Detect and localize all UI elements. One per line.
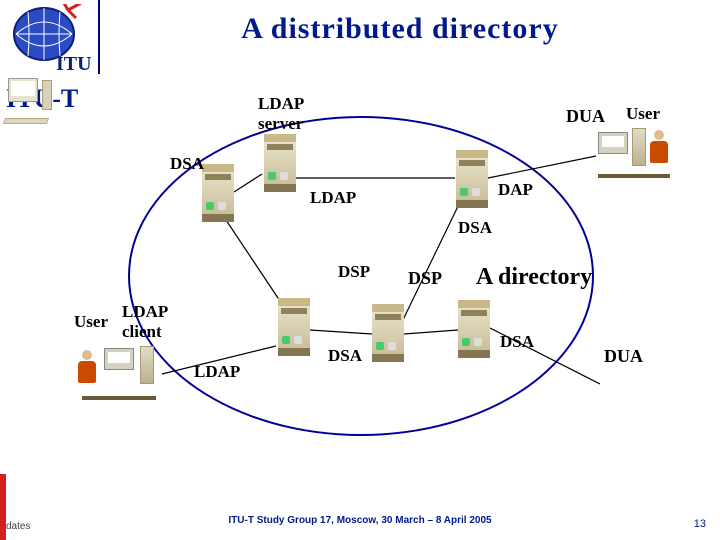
dsp-label: DSP — [408, 268, 442, 289]
ldap-client-label: LDAP client — [122, 302, 168, 342]
dsp-label: DSP — [338, 262, 370, 282]
user-at-desk-icon — [598, 122, 676, 178]
dua-computer-icon — [0, 78, 50, 124]
dsa-label: DSA — [170, 154, 204, 174]
svg-text:ITU: ITU — [56, 53, 92, 74]
ldap-label: LDAP — [310, 188, 356, 208]
diagram: LDAP server DUA User DSA LDAP DAP DSA DS… — [0, 78, 720, 498]
slide: ITU A distributed directory ITU-T — [0, 0, 720, 540]
dua-label: DUA — [566, 106, 605, 127]
itu-logo: ITU — [6, 4, 96, 74]
dua-label: DUA — [604, 346, 643, 367]
a-directory-label: A directory — [476, 264, 592, 291]
dsa-label: DSA — [328, 346, 362, 366]
server-icon — [202, 164, 234, 222]
footer-text: ITU-T Study Group 17, Moscow, 30 March –… — [0, 515, 720, 526]
slide-title: A distributed directory — [100, 12, 700, 46]
text: server — [258, 114, 304, 134]
user-label: User — [626, 104, 660, 124]
text: LDAP — [258, 94, 304, 114]
server-icon — [456, 150, 488, 208]
red-strip — [0, 474, 6, 540]
server-icon — [278, 298, 310, 356]
ldap-server-label: LDAP server — [258, 94, 304, 134]
dap-label: DAP — [498, 180, 533, 200]
dsa-label: DSA — [500, 332, 534, 352]
user-label: User — [74, 312, 108, 332]
server-icon — [372, 304, 404, 362]
text: client — [122, 322, 168, 342]
itu-logo-svg: ITU — [6, 4, 96, 74]
dates-label: dates — [6, 521, 30, 532]
text: LDAP — [122, 302, 168, 322]
server-icon — [264, 134, 296, 192]
server-icon — [458, 300, 490, 358]
ldap-label: LDAP — [194, 362, 240, 382]
page-number: 13 — [694, 518, 706, 530]
user-at-desk-icon — [78, 340, 162, 400]
title-text: A distributed directory — [241, 12, 558, 45]
dsa-label: DSA — [458, 218, 492, 238]
